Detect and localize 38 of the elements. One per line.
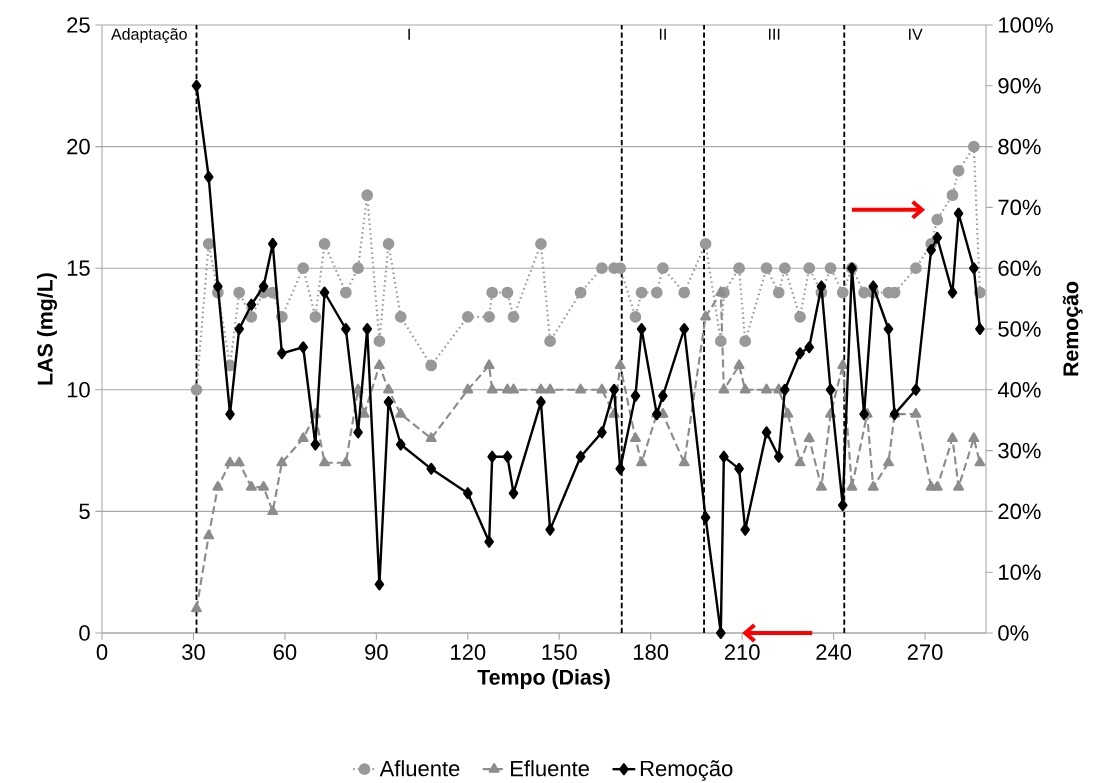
x-tick-label: 180 <box>634 644 669 660</box>
y2-tick-label: 100% <box>999 16 1053 33</box>
y-tick-label: 5 <box>79 503 90 519</box>
x-tick-label: 210 <box>724 644 760 660</box>
annotation: Adaptação <box>111 27 187 43</box>
y2-tick-label: 40% <box>997 381 1041 398</box>
x-tick-label: 270 <box>907 644 943 660</box>
y2-tick-label: 30% <box>998 442 1041 459</box>
y2-tick-label: 70% <box>998 199 1041 215</box>
y-tick-label: 25 <box>67 16 90 33</box>
annotation: II <box>659 28 666 40</box>
legend-label: Afluente <box>379 759 460 777</box>
x-tick-label: 90 <box>365 644 388 660</box>
y-axis-title: LAS (mg/L) <box>37 272 57 385</box>
y-tick-label: 15 <box>67 260 90 276</box>
x-tick-label: 0 <box>96 644 108 660</box>
y-tick-label: 10 <box>67 381 90 398</box>
y2-tick-label: 80% <box>998 138 1041 155</box>
y2-tick-label: 50% <box>998 320 1041 337</box>
y2-axis-title: Remoção <box>1062 281 1083 376</box>
x-tick-label: 150 <box>542 644 577 660</box>
x-axis-title: Tempo (Dias) <box>477 668 610 689</box>
legend-label: Remoção <box>640 760 733 781</box>
y2-tick-label: 20% <box>998 503 1041 519</box>
y-tick-label: 0 <box>79 624 90 641</box>
x-tick-label: 30 <box>182 644 205 660</box>
legend-label: Efluente <box>511 759 589 777</box>
annotation: IV <box>909 28 923 40</box>
y2-tick-label: 0% <box>998 624 1029 641</box>
x-tick-label: 60 <box>273 644 297 660</box>
y2-tick-label: 60% <box>998 260 1041 276</box>
annotation: I <box>408 28 410 40</box>
annotation: III <box>768 28 780 40</box>
x-tick-label: 120 <box>451 644 486 660</box>
y-tick-label: 20 <box>67 138 90 155</box>
x-tick-label: 240 <box>816 644 852 660</box>
y2-tick-label: 10% <box>999 564 1041 580</box>
y2-tick-label: 90% <box>998 77 1041 94</box>
